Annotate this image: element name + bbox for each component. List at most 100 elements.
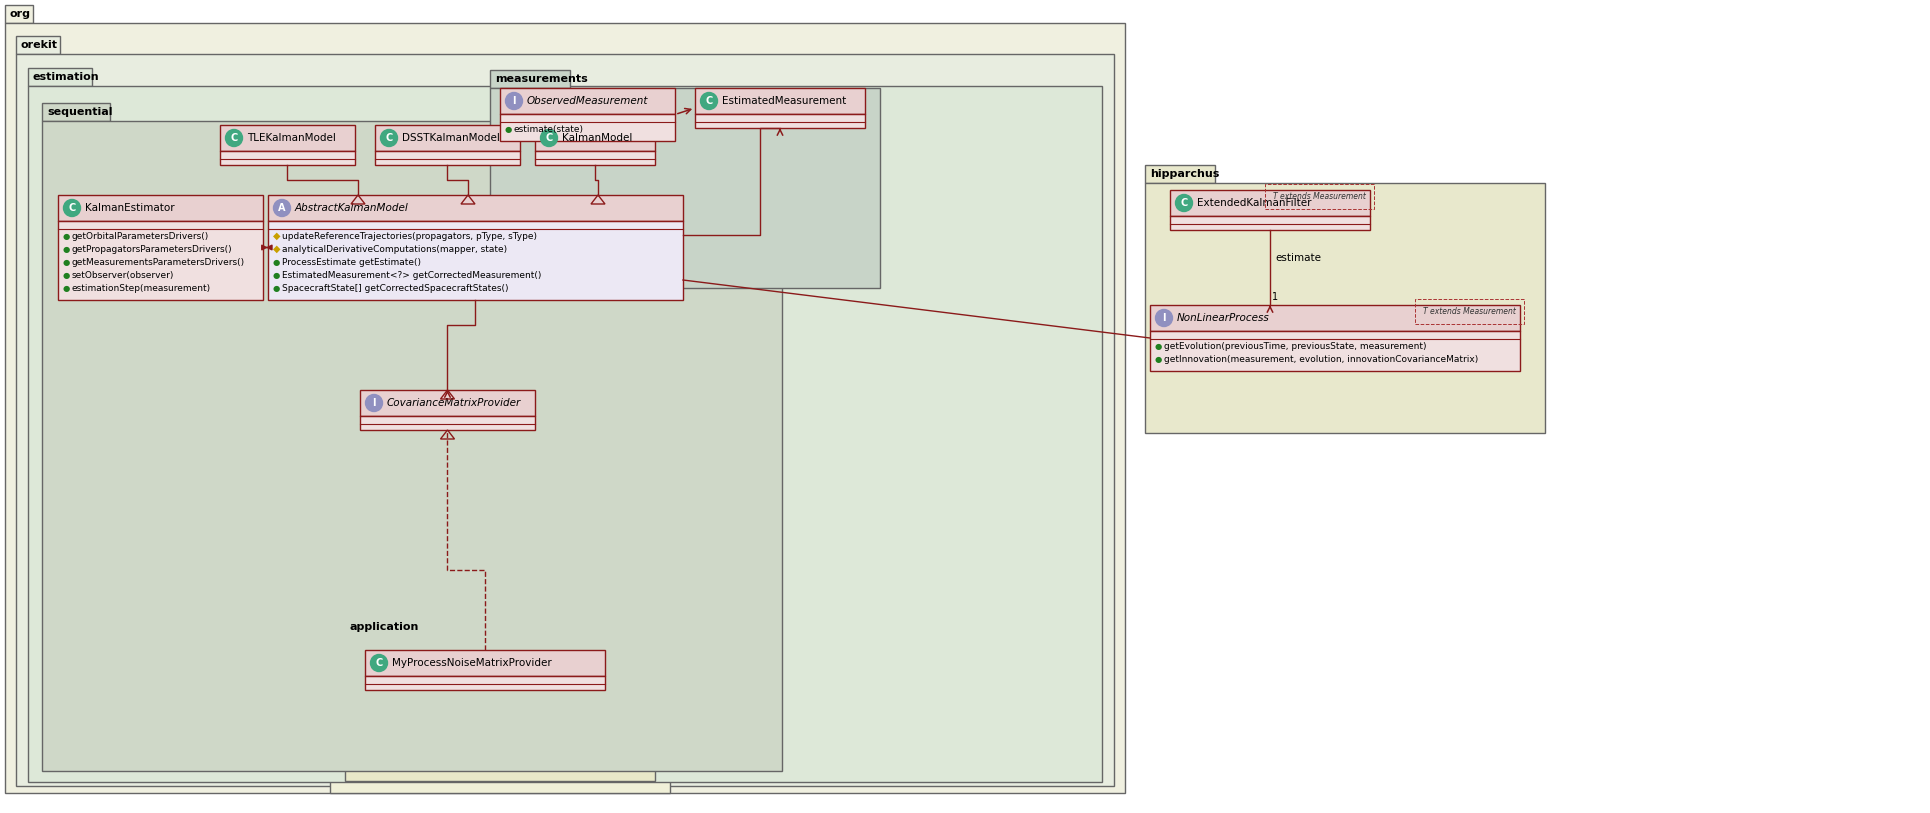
Circle shape [64, 199, 81, 216]
Text: estimation: estimation [33, 72, 100, 82]
Text: analyticalDerivativeComputations(mapper, state): analyticalDerivativeComputations(mapper,… [282, 245, 508, 254]
Text: MyProcessNoiseMatrixProvider: MyProcessNoiseMatrixProvider [392, 658, 552, 668]
Text: orekit: orekit [21, 40, 58, 50]
Text: ●: ● [64, 284, 69, 293]
Text: C: C [230, 133, 237, 143]
Bar [359, 416, 535, 430]
Text: measurements: measurements [494, 74, 587, 84]
Text: estimate: estimate [1274, 253, 1320, 263]
Circle shape [226, 129, 243, 146]
Bar [365, 650, 604, 676]
Text: ExtendedKalmanFilter: ExtendedKalmanFilter [1197, 198, 1310, 208]
Bar [345, 618, 413, 636]
Text: setObserver(observer): setObserver(observer) [71, 271, 174, 280]
Text: T extends Measurement: T extends Measurement [1272, 192, 1365, 201]
Bar [6, 23, 1125, 793]
Text: I: I [511, 96, 515, 106]
Text: C: C [1179, 198, 1187, 208]
Text: getMeasurementsParametersDrivers(): getMeasurementsParametersDrivers() [71, 258, 245, 267]
Bar [374, 151, 519, 165]
Bar [1170, 216, 1368, 230]
Text: ●: ● [64, 232, 69, 241]
Bar [1170, 190, 1368, 216]
Text: DSSTKalmanModel: DSSTKalmanModel [401, 133, 500, 143]
Circle shape [380, 129, 398, 146]
Text: TLEKalmanModel: TLEKalmanModel [247, 133, 336, 143]
Bar [29, 68, 93, 86]
Text: CovarianceMatrixProvider: CovarianceMatrixProvider [386, 398, 521, 408]
Text: C: C [68, 203, 75, 213]
Text: ●: ● [506, 124, 511, 133]
Circle shape [540, 129, 558, 146]
Text: sequential: sequential [46, 107, 112, 117]
Bar [268, 221, 683, 300]
Text: ●: ● [1154, 354, 1162, 363]
Bar [42, 103, 110, 121]
Text: KalmanModel: KalmanModel [562, 133, 631, 143]
Text: NonLinearProcess: NonLinearProcess [1177, 313, 1270, 323]
Bar [535, 151, 654, 165]
Text: C: C [544, 133, 552, 143]
Bar [500, 88, 676, 114]
Text: getEvolution(previousTime, previousState, measurement): getEvolution(previousTime, previousState… [1164, 341, 1426, 350]
Text: I: I [1162, 313, 1166, 323]
Bar [330, 590, 361, 608]
Bar [535, 125, 654, 151]
Circle shape [1175, 194, 1193, 211]
Text: estimationStep(measurement): estimationStep(measurement) [71, 284, 210, 293]
Bar [1144, 183, 1544, 433]
Text: estimate(state): estimate(state) [513, 124, 583, 133]
Bar [29, 86, 1102, 782]
Bar [695, 114, 865, 128]
Text: hipparchus: hipparchus [1150, 169, 1218, 179]
Text: ●: ● [272, 284, 280, 293]
Bar [58, 195, 262, 221]
Bar [330, 608, 670, 793]
Bar [15, 54, 1114, 786]
Bar [359, 390, 535, 416]
Text: ◆: ◆ [272, 231, 280, 241]
Text: ●: ● [1154, 341, 1162, 350]
Text: ●: ● [64, 258, 69, 267]
Text: getPropagatorsParametersDrivers(): getPropagatorsParametersDrivers() [71, 245, 232, 254]
Text: 1: 1 [1272, 292, 1278, 302]
Circle shape [701, 93, 718, 110]
Text: T extends Measurement: T extends Measurement [1422, 307, 1515, 316]
Text: I: I [372, 398, 376, 408]
Text: getOrbitalParametersDrivers(): getOrbitalParametersDrivers() [71, 232, 208, 241]
Circle shape [371, 654, 388, 672]
Bar [374, 125, 519, 151]
Text: AbstractKalmanModel: AbstractKalmanModel [295, 203, 409, 213]
Bar [490, 70, 569, 88]
Bar [1144, 165, 1214, 183]
Text: EstimatedMeasurement<?> getCorrectedMeasurement(): EstimatedMeasurement<?> getCorrectedMeas… [282, 271, 540, 280]
Bar [58, 221, 262, 300]
Circle shape [1154, 310, 1172, 327]
Text: ◆: ◆ [272, 244, 280, 254]
Text: ●: ● [64, 271, 69, 280]
Bar [490, 88, 880, 288]
Text: C: C [704, 96, 712, 106]
Text: KalmanEstimator: KalmanEstimator [85, 203, 174, 213]
Bar [1150, 305, 1519, 331]
Bar [220, 125, 355, 151]
Text: ●: ● [64, 245, 69, 254]
Bar [365, 676, 604, 690]
Text: A: A [278, 203, 286, 213]
Circle shape [365, 394, 382, 411]
Bar [220, 151, 355, 165]
Bar [500, 114, 676, 141]
Text: C: C [374, 658, 382, 668]
Circle shape [274, 199, 290, 216]
Text: ObservedMeasurement: ObservedMeasurement [527, 96, 648, 106]
Bar [695, 88, 865, 114]
Text: org: org [10, 9, 31, 19]
Bar [1150, 331, 1519, 371]
Text: ProcessEstimate getEstimate(): ProcessEstimate getEstimate() [282, 258, 421, 267]
Text: updateReferenceTrajectories(propagators, pType, sType): updateReferenceTrajectories(propagators,… [282, 232, 537, 241]
Text: user: user [334, 594, 363, 604]
Text: ●: ● [272, 271, 280, 280]
Bar [6, 5, 33, 23]
Text: EstimatedMeasurement: EstimatedMeasurement [722, 96, 845, 106]
Bar [345, 636, 654, 781]
